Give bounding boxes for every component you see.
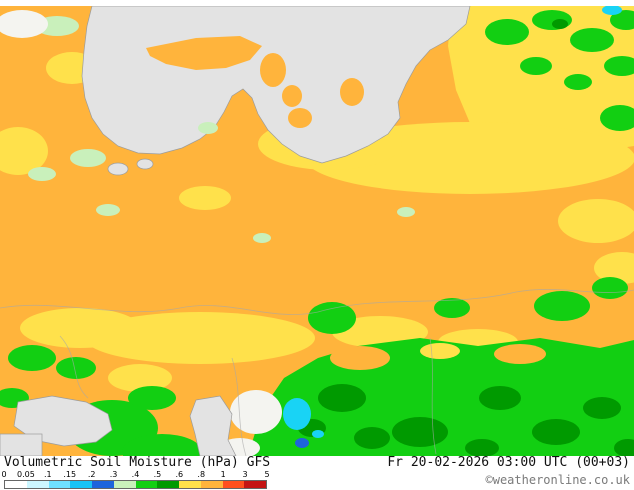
legend-segment [244,481,266,488]
legend-segment [200,481,223,488]
legend-tick-label: 3 [242,470,248,479]
legend-bar [4,480,267,489]
legend-tick-label: .5 [153,470,162,479]
legend-tick-label: .6 [175,470,184,479]
map-canvas [0,5,634,470]
legend-segment [5,481,27,488]
legend-tick-label: .2 [87,470,96,479]
legend-tick-label: 1 [220,470,226,479]
kola-peninsula [146,36,262,70]
lake-onega [136,158,154,170]
legend-tick-label: .4 [131,470,140,479]
coastal-land-patches [146,36,364,134]
country-borders [0,289,634,457]
footer-row: Volumetric Soil Moisture (hPa) GFS Fr 20… [0,455,634,470]
map-datetime: Fr 20-02-2026 03:00 UTC (00+03) [387,455,630,470]
soil-moisture-map [0,5,634,470]
legend-segment [92,481,114,488]
copyright: ©weatheronline.co.uk [485,473,631,487]
legend-segment [70,481,92,488]
kanin-peninsula [340,78,364,106]
legend-segment [113,481,136,488]
legend-labels: 0 0.05 .1 .15 .2 .3 .4 .5 .6 .8 1 3 5 [1,470,270,480]
legend-segment [26,481,49,488]
legend-segment [222,481,245,488]
legend-colorbar: 0 0.05 .1 .15 .2 .3 .4 .5 .6 .8 1 3 5 [1,470,270,489]
transition-overlays [330,343,546,370]
legend-segment [157,481,179,488]
aral-wet-spot [283,398,311,430]
wet-spots [283,5,622,448]
corner-sea [0,433,43,457]
legend-tick-label: 5 [264,470,270,479]
legend-tick-label: .3 [109,470,118,479]
legend-tick-label: 0.05 [17,470,35,479]
legend-segment [135,481,158,488]
map-title: Volumetric Soil Moisture (hPa) GFS [4,455,271,470]
lake-ladoga [107,162,129,176]
legend-tick-label: 0 [1,470,7,479]
legend-tick-label: .15 [63,470,77,479]
legend-segment [48,481,71,488]
black-sea [13,395,113,447]
legend-segment [179,481,201,488]
white-patches [0,10,282,458]
legend-tick-label: .8 [197,470,206,479]
legend-tick-label: .1 [44,470,52,479]
